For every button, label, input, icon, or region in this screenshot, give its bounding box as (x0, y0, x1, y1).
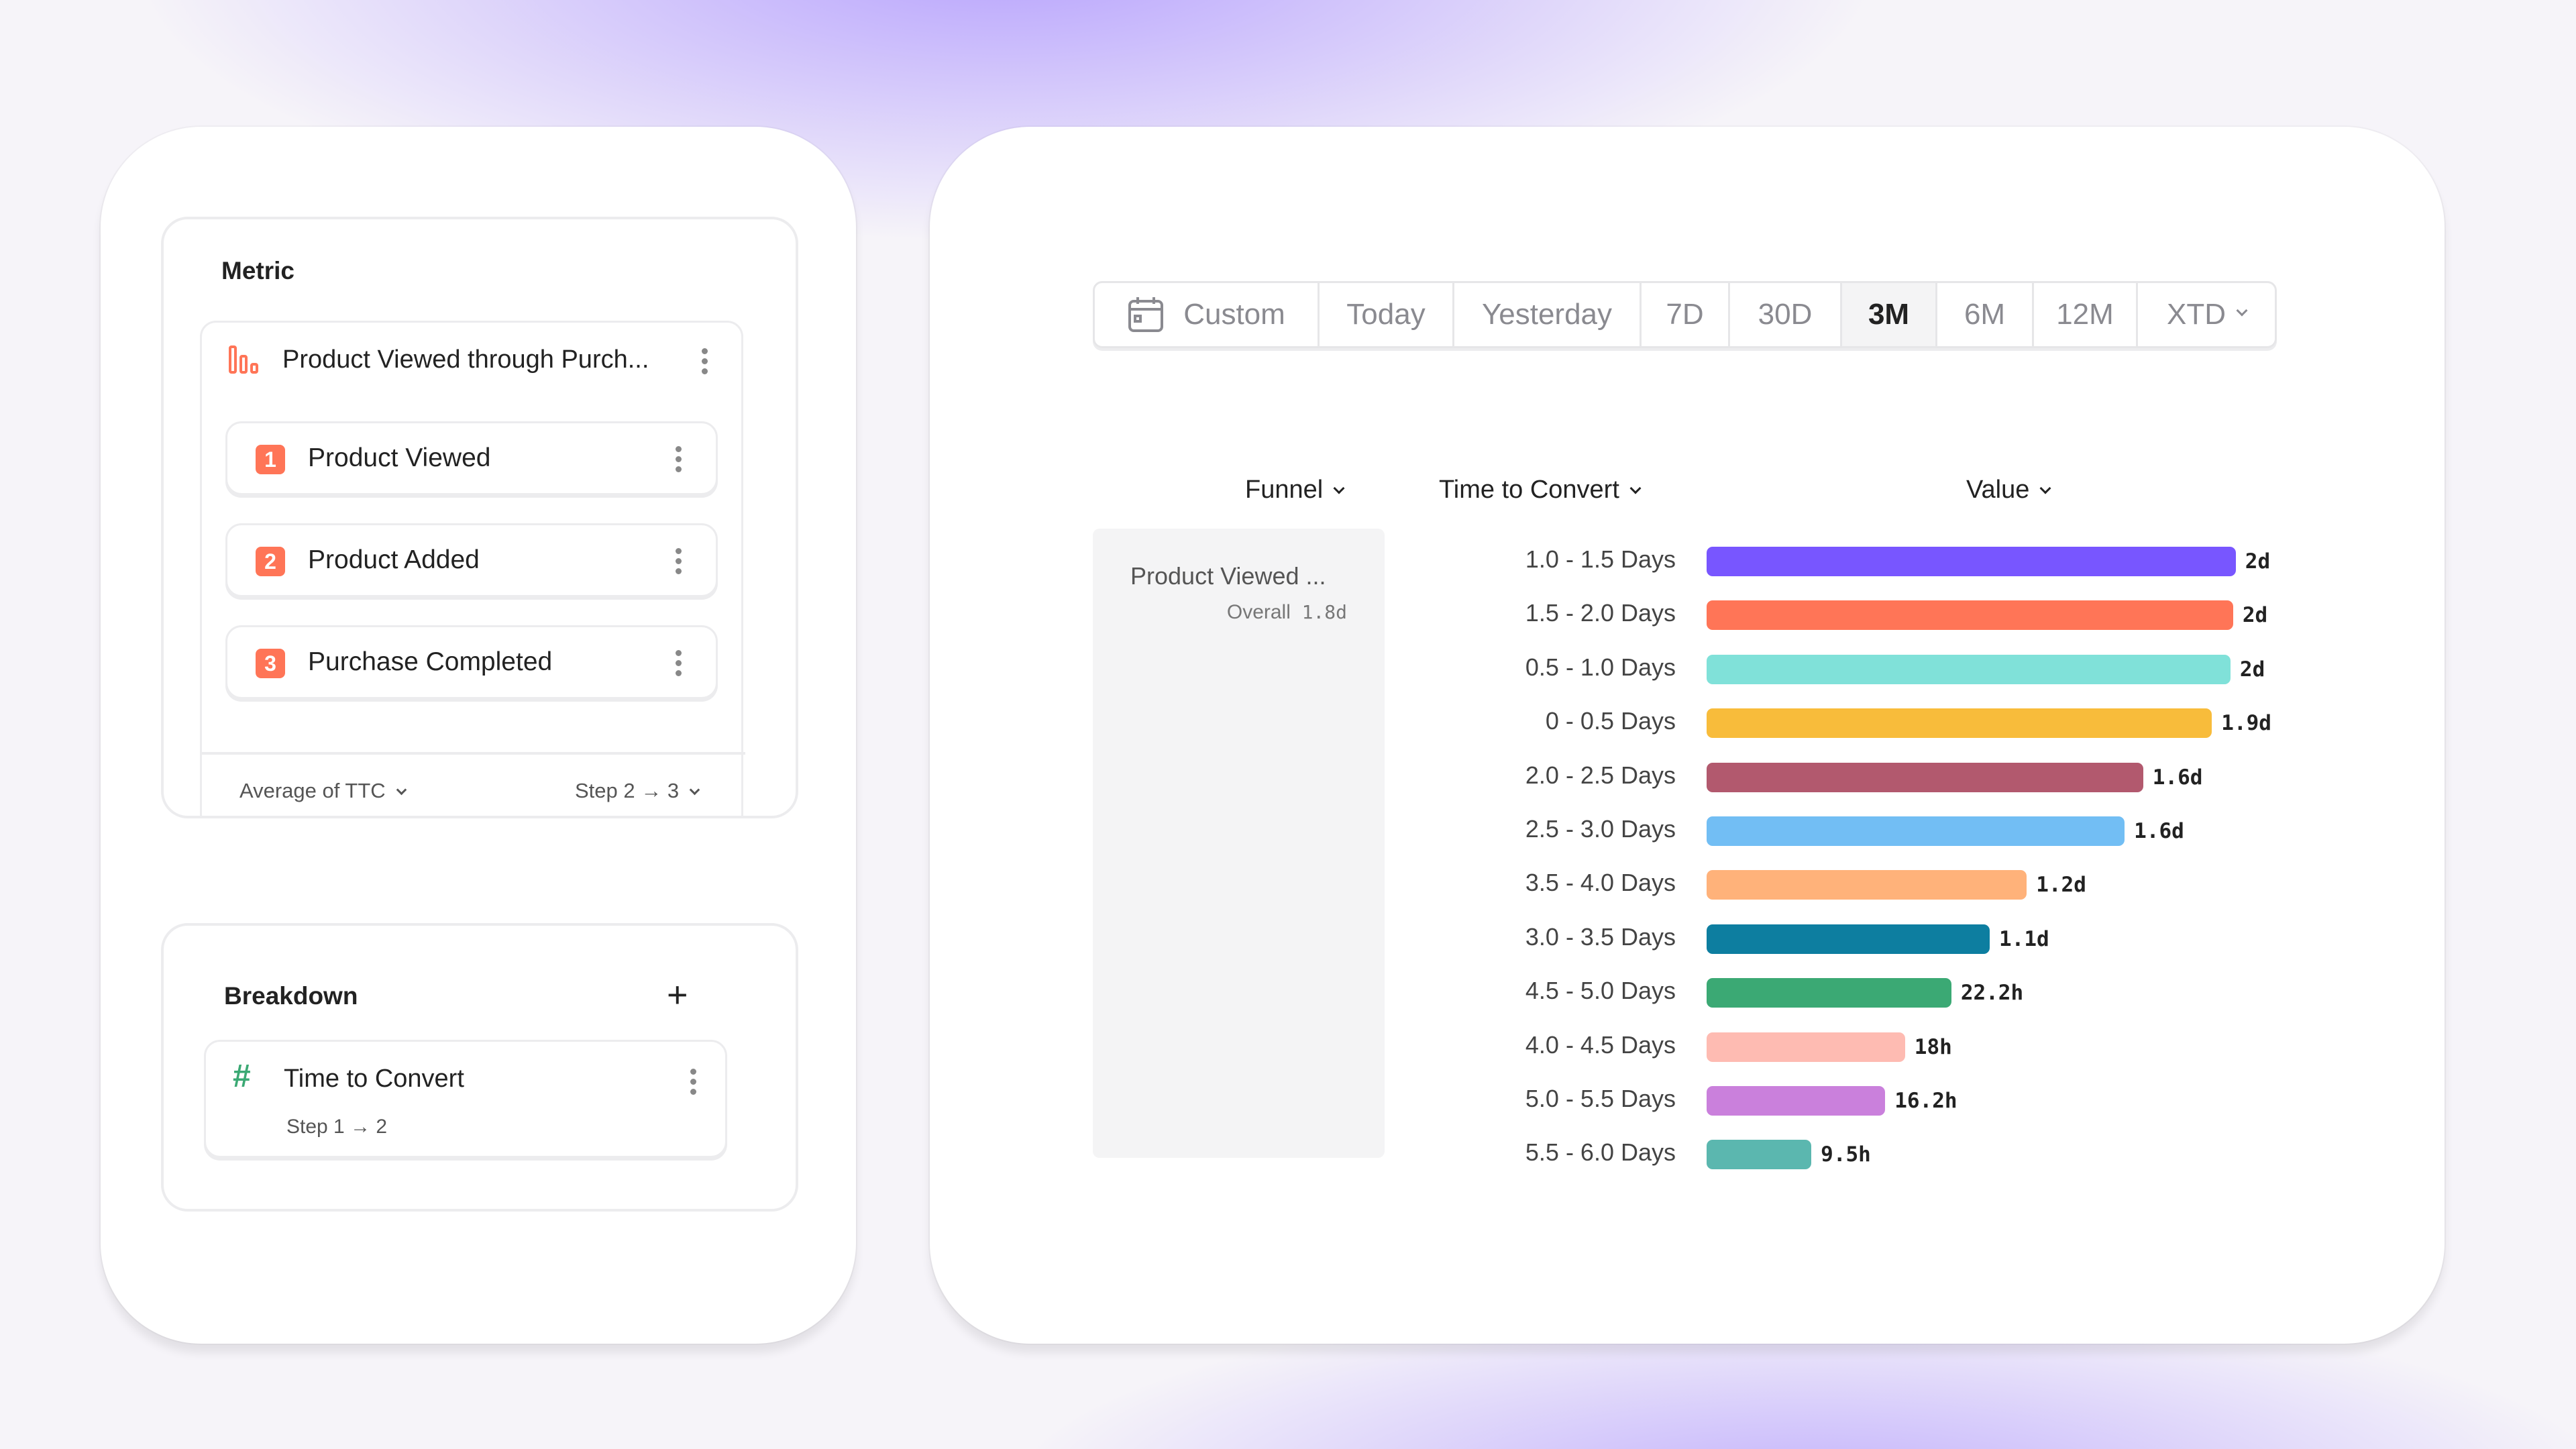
funnel-bars-icon (229, 345, 258, 374)
step-number-badge: 1 (256, 445, 285, 474)
ttc-column-header[interactable]: Time to Convert (1439, 476, 1642, 504)
aggregation-dropdown[interactable]: Average of TTC (239, 779, 407, 803)
bar[interactable] (1707, 708, 2212, 739)
overall-label: Overall (1226, 601, 1291, 623)
step-range-dropdown[interactable]: Step 2 → 3 (575, 779, 700, 803)
funnel-cell: Product Viewed ... Overall 1.8d (1093, 529, 1385, 1158)
category-label: 1.5 - 2.0 Days (1525, 599, 1676, 627)
date-option-12m[interactable]: 12M (2034, 283, 2138, 346)
metric-section: Metric Product Viewed through Purch... 1… (161, 217, 798, 818)
category-label: 5.5 - 6.0 Days (1525, 1138, 1676, 1167)
report-panel: Custom Today Yesterday 7D 30D 3M 6M 12M … (930, 127, 2445, 1344)
value-column-header[interactable]: Value (1966, 476, 2051, 504)
calendar-icon (1128, 297, 1164, 332)
chevron-down-icon (396, 784, 407, 796)
date-option-custom[interactable]: Custom (1095, 283, 1320, 346)
metric-card[interactable]: Product Viewed through Purch... 1 Product… (200, 321, 745, 816)
date-option-label: Custom (1183, 298, 1285, 331)
bar[interactable] (1707, 654, 2231, 684)
date-range-picker: Custom Today Yesterday 7D 30D 3M 6M 12M … (1093, 281, 2277, 348)
category-label: 2.0 - 2.5 Days (1525, 761, 1676, 789)
step-more-icon[interactable] (676, 446, 682, 476)
category-label: 5.0 - 5.5 Days (1525, 1085, 1676, 1112)
breakdown-section: Breakdown + # Time to Convert Step 1 → 2 (161, 923, 798, 1212)
date-option-7d[interactable]: 7D (1642, 283, 1730, 346)
funnel-column-header[interactable]: Funnel (1245, 476, 1345, 504)
date-option-6m[interactable]: 6M (1937, 283, 2034, 346)
bar[interactable] (1707, 1086, 1886, 1116)
funnel-name[interactable]: Product Viewed ... (1130, 562, 1326, 590)
step-number-badge: 2 (256, 547, 285, 576)
breakdown-item-step: Step 1 → 2 (286, 1116, 388, 1138)
category-label: 3.0 - 3.5 Days (1525, 922, 1676, 951)
bar[interactable] (1707, 870, 2027, 900)
step-more-icon[interactable] (676, 650, 682, 680)
metric-heading: Metric (221, 257, 294, 284)
step-more-icon[interactable] (676, 548, 682, 578)
bar[interactable] (1707, 1032, 1905, 1062)
breakdown-more-icon[interactable] (690, 1069, 697, 1099)
funnel-step-1[interactable]: 1 Product Viewed (225, 421, 718, 495)
aggregation-value: Average of TTC (239, 779, 386, 802)
category-label: 0.5 - 1.0 Days (1525, 653, 1676, 681)
header-label: Value (1966, 476, 2030, 504)
query-builder-panel: Metric Product Viewed through Purch... 1… (101, 127, 856, 1344)
add-breakdown-button[interactable]: + (667, 975, 688, 1015)
step-number-badge: 3 (256, 649, 285, 678)
funnel-step-3[interactable]: 3 Purchase Completed (225, 625, 718, 699)
value-label: 2d (2245, 549, 2271, 574)
step-label: Purchase Completed (308, 647, 553, 676)
value-label: 16.2h (1894, 1089, 1957, 1113)
report-name[interactable]: Product Viewed through Purch... (282, 345, 649, 374)
step-range-value: Step 2 → 3 (575, 779, 680, 802)
value-label: 9.5h (1821, 1142, 1871, 1167)
funnel-step-2[interactable]: 2 Product Added (225, 523, 718, 597)
category-label: 1.0 - 1.5 Days (1525, 545, 1676, 573)
bar[interactable] (1707, 1140, 1812, 1170)
header-label: Time to Convert (1439, 476, 1619, 504)
date-option-today[interactable]: Today (1320, 283, 1454, 346)
value-label: 1.1d (1999, 926, 2049, 951)
footer-divider (202, 752, 745, 755)
header-label: Funnel (1245, 476, 1324, 504)
value-label: 1.9d (2221, 711, 2271, 736)
date-option-label: XTD (2167, 298, 2226, 331)
value-label: 2d (2239, 657, 2265, 682)
report-more-icon[interactable] (702, 348, 708, 378)
value-label: 1.2d (2036, 873, 2086, 898)
bar[interactable] (1707, 924, 1990, 954)
value-label: 2d (2242, 603, 2268, 628)
value-label: 22.2h (1960, 981, 2024, 1006)
category-label: 3.5 - 4.0 Days (1525, 869, 1676, 897)
breakdown-item[interactable]: # Time to Convert Step 1 → 2 (204, 1040, 727, 1158)
step-label: Product Viewed (308, 443, 491, 472)
overall-value: 1.8d (1301, 601, 1347, 623)
value-label: 18h (1914, 1034, 1952, 1059)
bar[interactable] (1707, 600, 2233, 631)
date-option-30d[interactable]: 30D (1730, 283, 1842, 346)
value-label: 1.6d (2152, 765, 2203, 790)
overall-summary: Overall 1.8d (1227, 601, 1347, 624)
category-label: 0 - 0.5 Days (1545, 707, 1676, 735)
value-label: 1.6d (2134, 819, 2184, 843)
bar[interactable] (1707, 978, 1951, 1008)
date-option-xtd[interactable]: XTD (2138, 283, 2275, 346)
category-label: 4.5 - 5.0 Days (1525, 977, 1676, 1005)
bar[interactable] (1707, 816, 2125, 846)
step-label: Product Added (308, 545, 480, 574)
date-option-yesterday[interactable]: Yesterday (1454, 283, 1642, 346)
hash-icon: # (233, 1059, 251, 1094)
category-label: 4.0 - 4.5 Days (1525, 1030, 1676, 1059)
bar[interactable] (1707, 762, 2143, 792)
ttc-bar-chart: 1.0 - 1.5 Days 2d 1.5 - 2.0 Days 2d 0.5 - 1.… (930, 127, 2445, 1344)
bar[interactable] (1707, 547, 2236, 576)
breakdown-item-label: Time to Convert (284, 1065, 464, 1093)
chevron-down-icon (689, 784, 700, 796)
date-option-3m[interactable]: 3M (1842, 283, 1937, 346)
breakdown-heading: Breakdown (224, 982, 358, 1010)
category-label: 2.5 - 3.0 Days (1525, 815, 1676, 843)
